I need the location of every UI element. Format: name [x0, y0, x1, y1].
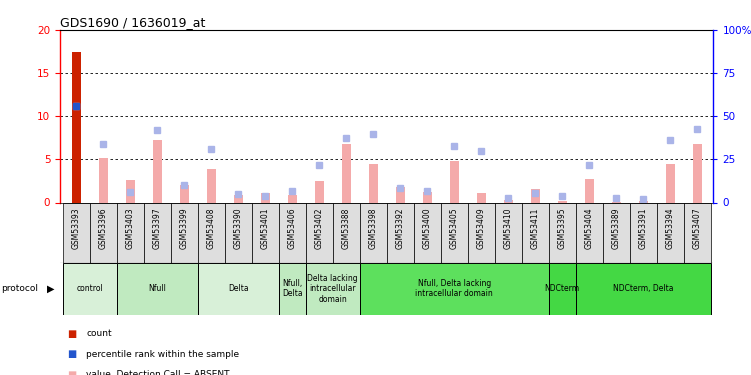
Bar — [279, 262, 306, 315]
Bar — [90, 202, 116, 262]
Bar — [125, 180, 135, 203]
Text: GSM53388: GSM53388 — [342, 207, 351, 249]
Bar — [468, 202, 495, 262]
Text: GSM53389: GSM53389 — [612, 207, 621, 249]
Text: ■: ■ — [68, 350, 77, 359]
Text: Nfull, Delta lacking
intracellular domain: Nfull, Delta lacking intracellular domai… — [415, 279, 493, 298]
Bar — [576, 262, 710, 315]
Bar — [288, 195, 297, 202]
Bar — [530, 189, 540, 202]
Text: count: count — [86, 329, 112, 338]
Text: Delta: Delta — [228, 284, 249, 293]
Bar — [584, 179, 594, 203]
Text: Delta lacking
intracellular
domain: Delta lacking intracellular domain — [307, 274, 358, 304]
Bar — [315, 181, 324, 203]
Text: Nfull,
Delta: Nfull, Delta — [282, 279, 303, 298]
Text: GSM53402: GSM53402 — [315, 207, 324, 249]
Text: GSM53400: GSM53400 — [423, 207, 432, 249]
Bar — [557, 201, 567, 202]
Text: GSM53411: GSM53411 — [531, 207, 540, 249]
Bar — [198, 262, 279, 315]
Text: GSM53392: GSM53392 — [396, 207, 405, 249]
Text: protocol: protocol — [1, 284, 38, 293]
Bar — [603, 202, 630, 262]
Text: GSM53401: GSM53401 — [261, 207, 270, 249]
Bar — [306, 262, 360, 315]
Text: NDCterm, Delta: NDCterm, Delta — [613, 284, 674, 293]
Bar — [657, 202, 683, 262]
Text: GSM53399: GSM53399 — [179, 207, 189, 249]
Bar — [396, 187, 405, 202]
Bar — [333, 202, 360, 262]
Bar — [360, 202, 387, 262]
Bar — [423, 192, 432, 202]
Bar — [71, 52, 81, 202]
Text: GSM53397: GSM53397 — [152, 207, 161, 249]
Text: GSM53406: GSM53406 — [288, 207, 297, 249]
Bar — [198, 202, 225, 262]
Text: GSM53409: GSM53409 — [477, 207, 486, 249]
Bar — [630, 202, 657, 262]
Text: Nfull: Nfull — [149, 284, 166, 293]
Bar — [576, 202, 603, 262]
Text: GSM53404: GSM53404 — [585, 207, 594, 249]
Bar — [252, 202, 279, 262]
Text: ■: ■ — [68, 370, 77, 375]
Bar — [116, 202, 143, 262]
Bar — [143, 202, 170, 262]
Bar — [450, 161, 459, 202]
Bar — [638, 201, 648, 202]
Bar — [63, 202, 90, 262]
Bar — [369, 164, 378, 202]
Bar — [477, 193, 486, 202]
Text: control: control — [77, 284, 103, 293]
Bar — [152, 140, 162, 202]
Text: GSM53395: GSM53395 — [558, 207, 567, 249]
Text: GDS1690 / 1636019_at: GDS1690 / 1636019_at — [60, 16, 206, 29]
Text: value, Detection Call = ABSENT: value, Detection Call = ABSENT — [86, 370, 230, 375]
Bar — [495, 202, 522, 262]
Bar — [683, 202, 710, 262]
Bar — [279, 202, 306, 262]
Text: ▶: ▶ — [47, 284, 55, 294]
Text: GSM53396: GSM53396 — [99, 207, 108, 249]
Bar — [503, 200, 513, 202]
Text: GSM53398: GSM53398 — [369, 207, 378, 249]
Bar — [225, 202, 252, 262]
Text: NDCterm: NDCterm — [544, 284, 580, 293]
Bar — [179, 185, 189, 202]
Bar — [170, 202, 198, 262]
Bar — [261, 193, 270, 202]
Text: GSM53393: GSM53393 — [72, 207, 81, 249]
Bar — [441, 202, 468, 262]
Bar — [116, 262, 198, 315]
Bar — [342, 144, 351, 202]
Bar — [387, 202, 414, 262]
Bar — [63, 262, 116, 315]
Text: GSM53390: GSM53390 — [234, 207, 243, 249]
Text: GSM53405: GSM53405 — [450, 207, 459, 249]
Bar — [234, 195, 243, 202]
Text: GSM53403: GSM53403 — [125, 207, 134, 249]
Text: GSM53407: GSM53407 — [692, 207, 701, 249]
Bar — [360, 262, 549, 315]
Text: GSM53408: GSM53408 — [207, 207, 216, 249]
Text: GSM53410: GSM53410 — [504, 207, 513, 249]
Bar — [71, 52, 81, 202]
Bar — [98, 158, 108, 203]
Bar — [665, 164, 675, 202]
Bar — [692, 144, 702, 202]
Text: percentile rank within the sample: percentile rank within the sample — [86, 350, 240, 359]
Bar — [549, 262, 576, 315]
Bar — [522, 202, 549, 262]
Bar — [207, 169, 216, 202]
Bar — [414, 202, 441, 262]
Text: GSM53391: GSM53391 — [639, 207, 648, 249]
Bar — [549, 202, 576, 262]
Text: ■: ■ — [68, 329, 77, 339]
Text: GSM53394: GSM53394 — [665, 207, 674, 249]
Bar — [306, 202, 333, 262]
